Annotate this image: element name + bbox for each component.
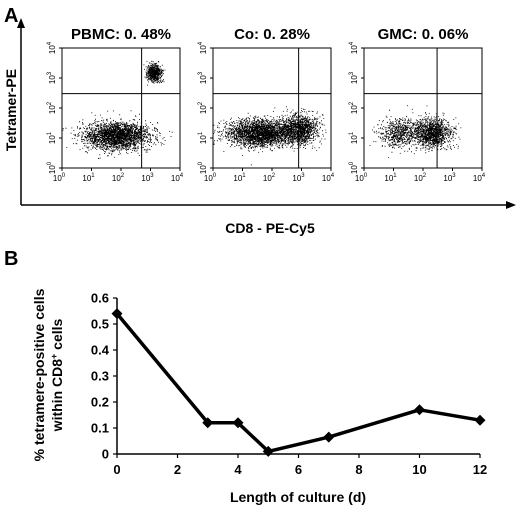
flow-plot-y-tick-label: 100 <box>349 161 359 174</box>
y-tick-label: 0.6 <box>91 291 109 306</box>
flow-plot-frame <box>212 47 332 169</box>
y-tick-label: 0.5 <box>91 317 109 332</box>
flow-plot-y-tick-label: 101 <box>349 131 359 144</box>
flow-plot-y-tick-label: 104 <box>198 41 208 54</box>
flow-plot-y-tick-label: 103 <box>47 71 57 84</box>
y-tick-label: 0.4 <box>91 343 110 358</box>
flow-plot-x-tick-label: 104 <box>171 173 184 183</box>
flow-plot-title: PBMC: 0. 48% <box>71 26 171 43</box>
flow-plot-events <box>62 60 173 160</box>
flow-plot-events <box>213 106 327 166</box>
flow-plot-x-tick-label: 102 <box>263 173 276 183</box>
flow-plot-x-tick-label: 104 <box>473 173 486 183</box>
y-tick-label: 0.2 <box>91 395 109 410</box>
flow-plot-y-tick-label: 103 <box>349 71 359 84</box>
data-point-marker <box>414 404 425 416</box>
data-point-marker <box>111 308 123 320</box>
flow-plot-x-tick-label: 101 <box>233 173 246 183</box>
flow-plot-x-tick-label: 100 <box>53 173 66 183</box>
flow-plot-event-dots <box>62 60 173 160</box>
flow-plot-y-tick-label: 101 <box>47 131 57 144</box>
panel-b-y-axis-title-line2: within CD8+ cells <box>49 318 65 432</box>
x-tick-label: 10 <box>412 462 426 477</box>
flow-plot-y-tick-label: 102 <box>198 101 208 114</box>
flow-plot-x-tick-label: 101 <box>384 173 397 183</box>
flow-plot-y-tick-label: 102 <box>349 101 359 114</box>
flow-plot-y-tick-label: 100 <box>198 161 208 174</box>
panel-b-label: B <box>4 248 18 270</box>
flow-plot-y-tick-label: 100 <box>47 161 57 174</box>
data-point-marker <box>232 417 244 429</box>
flow-plot-title: Co: 0. 28% <box>234 26 310 43</box>
panel-a-vertical-arrow <box>17 18 25 28</box>
flow-plot-frame <box>363 47 483 169</box>
flow-plot-x-tick-label: 102 <box>414 173 427 183</box>
panel-a-label: A <box>4 5 18 27</box>
data-point-marker <box>474 414 486 426</box>
flow-plot-events <box>369 105 462 159</box>
data-point-marker <box>262 445 274 457</box>
y-tick-label: 0 <box>102 447 109 462</box>
x-tick-label: 2 <box>174 462 181 477</box>
flow-plot-x-tick-label: 103 <box>141 173 154 183</box>
flow-plot-y-tick-label: 104 <box>47 41 57 54</box>
flow-plot-event-dots <box>213 106 327 166</box>
flow-plot-y-tick-label: 102 <box>47 101 57 114</box>
flow-plot-x-tick-label: 102 <box>112 173 125 183</box>
panel-a-x-axis-title: CD8 - PE-Cy5 <box>225 220 315 236</box>
flow-plot-y-tick-label: 103 <box>198 71 208 84</box>
flow-plot-x-tick-label: 103 <box>292 173 305 183</box>
x-tick-label: 0 <box>113 462 120 477</box>
x-tick-label: 4 <box>234 462 242 477</box>
x-tick-label: 6 <box>295 462 302 477</box>
panel-a-y-axis-title: Tetramer-PE <box>3 69 19 151</box>
flow-cytometry-plots: PBMC: 0. 48%1001001011011021021031031041… <box>47 26 486 183</box>
y-tick-label: 0.3 <box>91 369 109 384</box>
flow-plot-x-tick-label: 104 <box>322 173 335 183</box>
flow-plot-y-tick-label: 101 <box>198 131 208 144</box>
data-point-marker <box>202 417 214 429</box>
line-chart: 0 0.1 0.2 0.3 0.4 0.5 0.6 0 2 4 6 8 10 12 <box>91 291 487 478</box>
flow-plot-x-tick-label: 100 <box>355 173 368 183</box>
flow-plot-y-tick-label: 104 <box>349 41 359 54</box>
series-line <box>115 312 481 454</box>
y-tick-label: 0.1 <box>91 421 109 436</box>
panel-b-y-axis-title-line1: % tetramere-positive cells <box>31 288 47 461</box>
x-tick-label: 12 <box>473 462 487 477</box>
flow-plot-title: GMC: 0. 06% <box>378 26 469 43</box>
panel-a-horizontal-arrow <box>506 201 516 209</box>
panel-b-x-axis-title: Length of culture (d) <box>230 489 366 505</box>
flow-plot-x-tick-label: 100 <box>204 173 217 183</box>
x-tick-label: 8 <box>355 462 362 477</box>
flow-plot-event-dots <box>369 105 462 159</box>
flow-plot-x-tick-label: 101 <box>82 173 95 183</box>
data-point-marker <box>323 431 335 443</box>
flow-plot-x-tick-label: 103 <box>443 173 456 183</box>
